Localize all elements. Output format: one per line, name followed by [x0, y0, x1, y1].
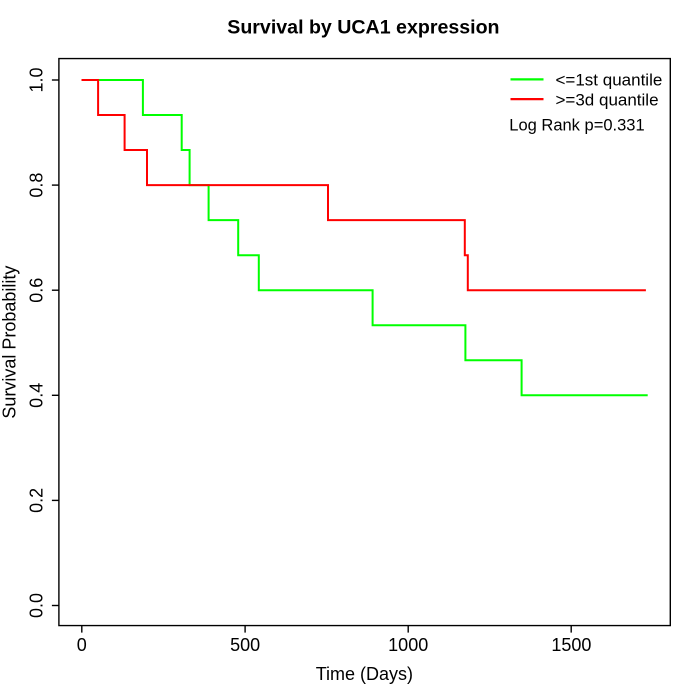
svg-text:0.8: 0.8 [27, 173, 47, 198]
svg-text:1.0: 1.0 [27, 67, 47, 92]
svg-text:0.6: 0.6 [27, 278, 47, 303]
svg-text:0.0: 0.0 [27, 593, 47, 618]
svg-text:500: 500 [230, 635, 260, 655]
svg-text:Survival Probability: Survival Probability [0, 266, 20, 419]
svg-text:<=1st quantile: <=1st quantile [556, 70, 663, 89]
svg-text:0.4: 0.4 [27, 383, 47, 408]
svg-text:Time (Days): Time (Days) [316, 664, 413, 684]
svg-text:Survival by UCA1 expression: Survival by UCA1 expression [227, 17, 499, 39]
svg-text:1000: 1000 [388, 635, 428, 655]
svg-text:Log Rank p=0.331: Log Rank p=0.331 [509, 117, 644, 135]
svg-text:1500: 1500 [551, 635, 591, 655]
svg-text:>=3d quantile: >=3d quantile [556, 91, 659, 110]
svg-text:0.2: 0.2 [27, 488, 47, 513]
svg-text:0: 0 [77, 635, 87, 655]
